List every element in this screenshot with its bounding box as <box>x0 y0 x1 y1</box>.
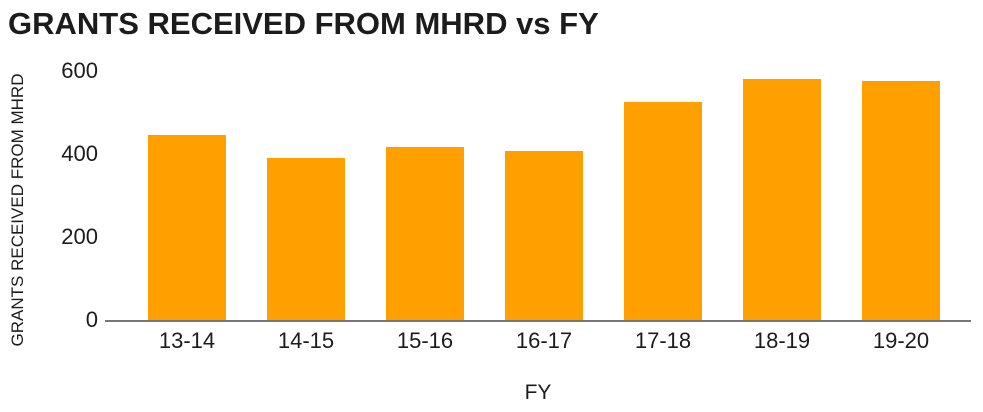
x-axis-title: FY <box>524 381 552 404</box>
x-tick-label: 15-16 <box>396 328 454 353</box>
x-tick-label: 18-19 <box>753 328 811 353</box>
chart-title: GRANTS RECEIVED FROM MHRD vs FY <box>8 6 599 41</box>
bar-14-15 <box>267 158 345 320</box>
bar-13-14 <box>148 135 226 320</box>
y-tick-label: 0 <box>85 307 98 332</box>
y-tick-label: 200 <box>61 224 98 249</box>
x-tick-label: 14-15 <box>277 328 335 353</box>
x-tick-label: 17-18 <box>634 328 692 353</box>
x-tick-label: 19-20 <box>872 328 930 353</box>
x-tick-label: 13-14 <box>158 328 216 353</box>
plot-area: 0 200 400 600 13-14 14-15 15-16 16-17 17-18 18-19… <box>61 60 971 352</box>
bar-19-20 <box>862 80 940 320</box>
bar-16-17 <box>505 151 583 320</box>
bar-17-18 <box>624 102 702 320</box>
x-axis-line <box>105 320 971 322</box>
x-tick-label: 16-17 <box>515 328 573 353</box>
y-tick-label: 400 <box>61 141 98 166</box>
bar-15-16 <box>386 146 464 320</box>
y-axis-title: GRANTS RECEIVED FROM MHRD <box>8 73 27 347</box>
y-tick-label: 600 <box>61 58 98 83</box>
bar-18-19 <box>743 79 821 320</box>
